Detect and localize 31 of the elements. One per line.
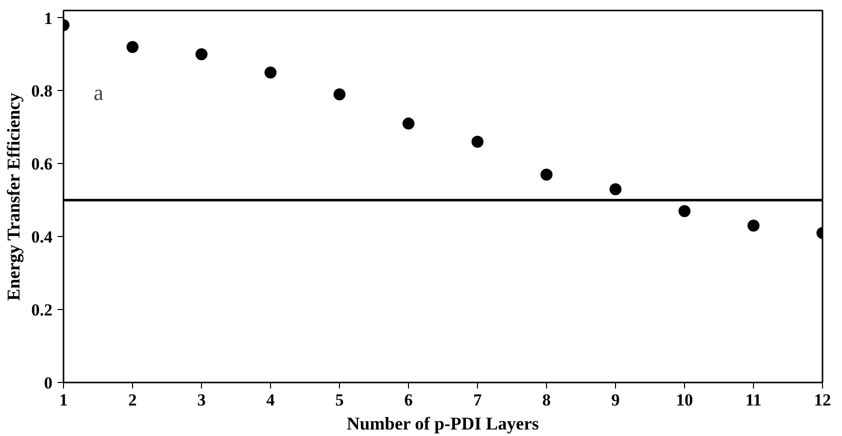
y-tick-label: 0.6: [31, 154, 52, 174]
y-tick-label: 0.2: [31, 300, 52, 320]
point: [540, 168, 552, 181]
x-tick-label: 2: [128, 390, 137, 410]
y-axis-title: Energy Transfer Efficiency: [3, 92, 24, 301]
x-tick-label: 9: [611, 390, 620, 410]
x-tick-label: 7: [473, 390, 482, 410]
x-tick-label: 11: [745, 390, 762, 410]
x-tick-label: 5: [335, 390, 344, 410]
y-tick-label: 1: [44, 8, 52, 28]
point: [610, 183, 622, 196]
x-tick-label: 8: [542, 390, 551, 410]
x-axis-title: Number of p-PDI Layers: [346, 414, 539, 434]
point: [196, 48, 208, 60]
x-tick-label: 4: [266, 390, 276, 410]
point: [402, 118, 414, 130]
x-tick-label: 10: [676, 390, 693, 410]
annotation: a: [94, 80, 104, 105]
point: [472, 136, 484, 148]
point: [678, 205, 690, 218]
x-tick-label: 12: [814, 390, 831, 410]
x-tick-label: 1: [59, 390, 68, 410]
y-tick-label: 0: [44, 374, 52, 392]
x-tick-label: 6: [404, 390, 413, 410]
point: [748, 220, 760, 232]
point: [334, 88, 346, 100]
point: [126, 40, 138, 53]
y-tick-label: 0.8: [31, 82, 52, 101]
y-tick-label: 0.4: [31, 228, 53, 247]
point: [264, 66, 276, 78]
x-tick-label: 3: [197, 390, 206, 410]
